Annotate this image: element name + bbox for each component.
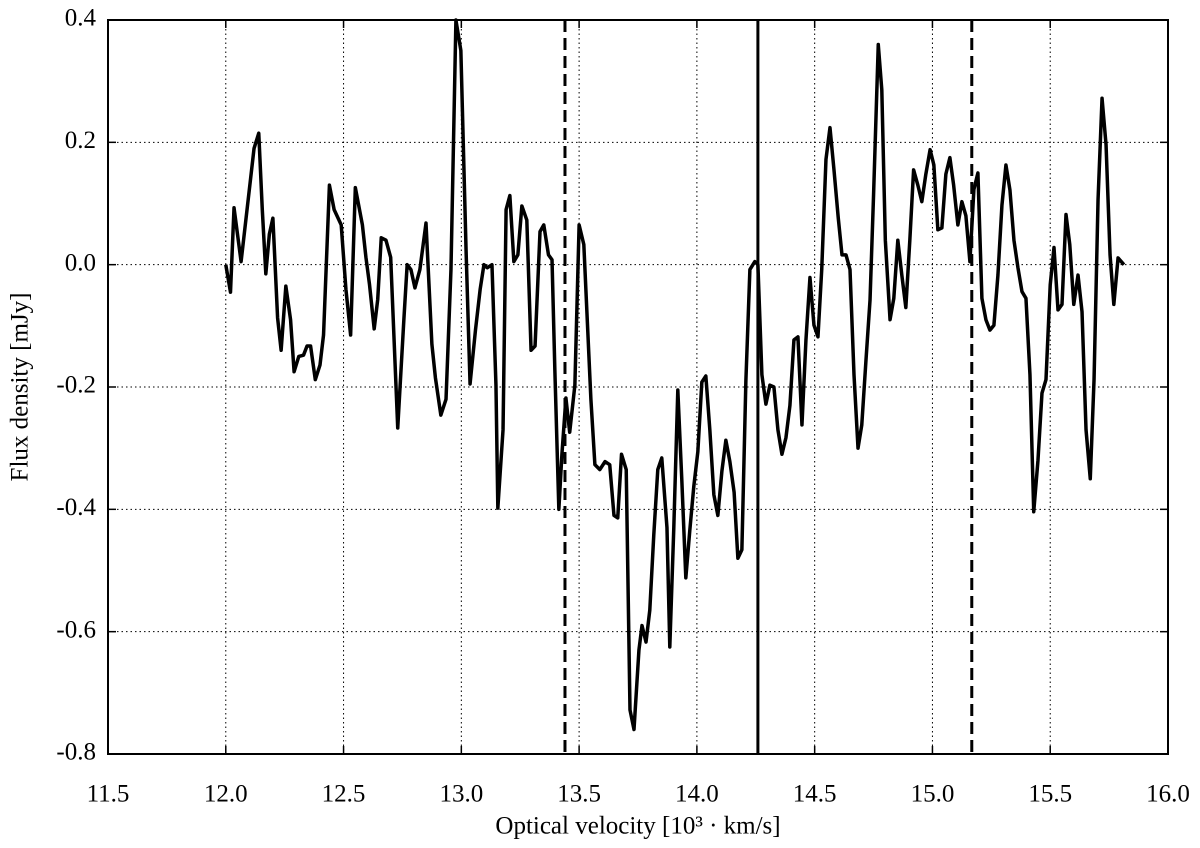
- data-line: [224, 18, 1126, 732]
- y-tick-label: -0.2: [56, 372, 96, 399]
- y-axis-label: Flux density [mJy]: [7, 293, 34, 482]
- y-tick-label: 0.4: [65, 5, 97, 32]
- x-tick-label: 12.0: [204, 781, 248, 808]
- x-tick-label: 15.5: [1028, 781, 1072, 808]
- x-axis-label: Optical velocity [10³ · km/s]: [495, 813, 780, 840]
- y-tick-label: -0.4: [56, 494, 96, 521]
- y-tick-label: 0.0: [65, 249, 96, 276]
- x-tick-label: 11.5: [87, 781, 130, 808]
- x-tick-label: 16.0: [1146, 781, 1190, 808]
- x-tick-label: 13.0: [439, 781, 483, 808]
- plot-frame: [107, 19, 1169, 755]
- x-tick-label: 14.0: [675, 781, 719, 808]
- x-tick-label: 12.5: [322, 781, 366, 808]
- y-tick-label: -0.8: [56, 739, 96, 766]
- x-tick-label: 13.5: [557, 781, 601, 808]
- x-tick-label: 15.0: [911, 781, 955, 808]
- y-tick-label: -0.6: [56, 616, 96, 643]
- x-tick-label: 14.5: [793, 781, 837, 808]
- y-tick-label: 0.2: [65, 127, 96, 154]
